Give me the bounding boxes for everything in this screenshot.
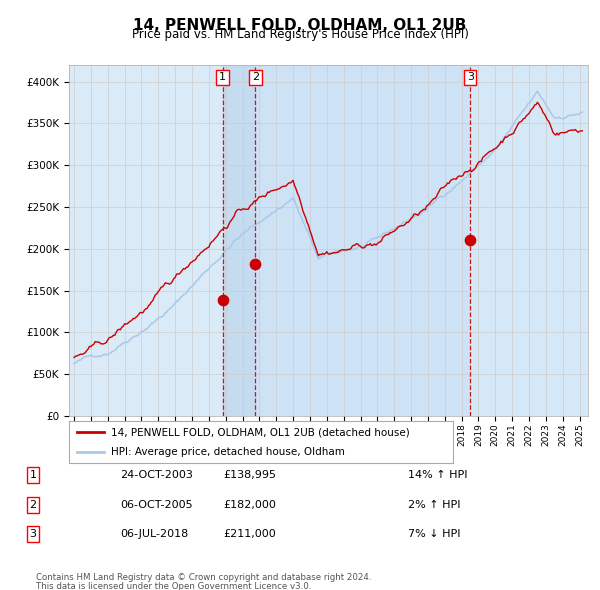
Text: £211,000: £211,000 [223, 529, 276, 539]
Text: 1: 1 [29, 470, 37, 480]
Text: Contains HM Land Registry data © Crown copyright and database right 2024.: Contains HM Land Registry data © Crown c… [36, 573, 371, 582]
Text: 14, PENWELL FOLD, OLDHAM, OL1 2UB: 14, PENWELL FOLD, OLDHAM, OL1 2UB [133, 18, 467, 32]
Text: 06-JUL-2018: 06-JUL-2018 [120, 529, 188, 539]
Text: 14, PENWELL FOLD, OLDHAM, OL1 2UB (detached house): 14, PENWELL FOLD, OLDHAM, OL1 2UB (detac… [111, 427, 410, 437]
Text: 2% ↑ HPI: 2% ↑ HPI [408, 500, 461, 510]
Text: 1: 1 [219, 73, 226, 83]
Text: £182,000: £182,000 [223, 500, 276, 510]
Text: 7% ↓ HPI: 7% ↓ HPI [408, 529, 461, 539]
Bar [69, 65, 588, 416]
Text: 06-OCT-2005: 06-OCT-2005 [120, 500, 193, 510]
Point [218, 295, 227, 304]
Point [466, 235, 475, 244]
Point [251, 259, 260, 268]
Text: Price paid vs. HM Land Registry's House Price Index (HPI): Price paid vs. HM Land Registry's House … [131, 28, 469, 41]
Text: HPI: Average price, detached house, Oldham: HPI: Average price, detached house, Oldh… [111, 447, 345, 457]
Text: £138,995: £138,995 [223, 470, 276, 480]
Bar [256, 65, 470, 416]
Bar [470, 65, 588, 416]
Text: This data is licensed under the Open Government Licence v3.0.: This data is licensed under the Open Gov… [36, 582, 311, 590]
Text: 2: 2 [252, 73, 259, 83]
Text: 3: 3 [29, 529, 37, 539]
Text: 14% ↑ HPI: 14% ↑ HPI [408, 470, 467, 480]
Text: 3: 3 [467, 73, 474, 83]
Text: 2: 2 [29, 500, 37, 510]
Bar [223, 65, 256, 416]
Text: 24-OCT-2003: 24-OCT-2003 [120, 470, 193, 480]
